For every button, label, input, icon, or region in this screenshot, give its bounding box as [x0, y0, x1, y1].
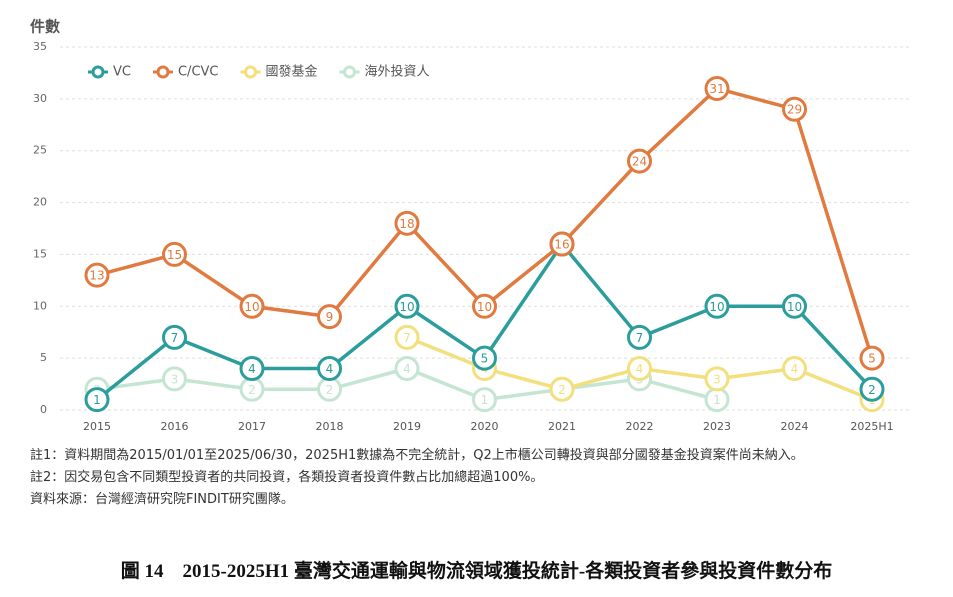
data-point [704, 293, 730, 319]
legend-label: VC [113, 65, 131, 80]
data-point [782, 293, 807, 319]
data-label: 15 [167, 248, 182, 262]
data-label: 2 [248, 383, 256, 397]
x-tick-label: 2021 [548, 420, 576, 433]
data-point [394, 356, 420, 382]
data-point [859, 376, 885, 402]
data-point [472, 345, 497, 371]
data-label: 7 [636, 331, 644, 345]
x-tick-label: 2015 [83, 420, 111, 433]
note: 註2：因交易包含不同類型投資者的共同投資，各類投資者投資件數占比加總超過100%… [30, 470, 544, 485]
data-point [394, 324, 420, 350]
x-tick-label: 2023 [703, 420, 731, 433]
y-tick-label: 20 [33, 196, 47, 209]
y-tick-label: 0 [40, 403, 47, 416]
data-label: 1 [93, 393, 101, 407]
data-label: 1 [713, 393, 721, 407]
x-tick-label: 2020 [471, 420, 499, 433]
data-point [782, 356, 807, 382]
legend-label: 國發基金 [266, 64, 318, 80]
data-point [782, 96, 807, 122]
data-point [859, 345, 885, 371]
data-point [704, 366, 730, 392]
data-label: 2 [326, 383, 334, 397]
data-point [317, 304, 342, 330]
legend-marker [91, 65, 105, 79]
data-label: 5 [481, 352, 489, 366]
x-tick-label: 2017 [238, 420, 266, 433]
y-tick-label: 5 [40, 351, 47, 364]
x-tick-label: 2024 [781, 420, 809, 433]
data-label: 5 [868, 352, 876, 366]
data-label: 4 [403, 362, 411, 376]
data-label: 2 [558, 383, 566, 397]
data-label: 4 [636, 362, 644, 376]
caption: 圖 14 2015-2025H1 臺灣交通運輸與物流領域獲投統計-各類投資者參與… [120, 561, 833, 582]
legend-marker [156, 65, 170, 79]
data-label: 4 [326, 362, 334, 376]
y-tick-label: 25 [33, 144, 47, 157]
y-tick-label: 10 [33, 299, 47, 312]
data-label: 4 [248, 362, 256, 376]
data-point [84, 387, 110, 413]
data-point [394, 293, 420, 319]
data-label: 16 [554, 238, 569, 252]
x-tick-label: 2016 [161, 420, 189, 433]
legend-marker [244, 65, 257, 79]
data-label: 24 [632, 155, 647, 169]
data-label: 29 [787, 103, 802, 117]
data-label: 10 [477, 300, 492, 314]
data-point [162, 324, 187, 350]
data-label: 3 [171, 372, 179, 386]
data-point [549, 231, 575, 257]
data-label: 9 [326, 310, 334, 324]
data-point [394, 210, 420, 236]
data-point [162, 241, 187, 267]
note: 資料來源：台灣經濟研究院FINDIT研究團隊。 [30, 492, 294, 507]
data-label: 1 [481, 393, 489, 407]
y-axis-label: 件數 [30, 18, 60, 36]
x-tick-label: 2022 [626, 420, 654, 433]
data-point [627, 356, 652, 382]
data-label: 10 [787, 300, 802, 314]
data-label: 31 [709, 82, 724, 96]
data-label: 10 [709, 300, 724, 314]
data-point [317, 356, 342, 382]
data-label: 13 [89, 269, 104, 283]
legend-label: C/CVC [178, 65, 219, 80]
data-point [627, 148, 652, 174]
data-label: 10 [399, 300, 414, 314]
data-label: 7 [171, 331, 179, 345]
data-point [549, 376, 575, 402]
data-point [472, 387, 497, 413]
x-tick-label: 2025H1 [850, 420, 893, 433]
data-label: 4 [791, 362, 799, 376]
data-point [239, 293, 265, 319]
y-tick-label: 30 [33, 92, 47, 105]
data-point [162, 366, 187, 392]
legend-label: 海外投資人 [365, 64, 430, 80]
data-label: 7 [403, 331, 411, 345]
data-point [239, 356, 265, 382]
data-label: 10 [244, 300, 259, 314]
y-tick-label: 15 [33, 247, 47, 260]
data-point [627, 324, 652, 350]
x-tick-label: 2018 [316, 420, 344, 433]
data-label: 2 [868, 383, 876, 397]
legend-marker [343, 65, 357, 79]
data-point [472, 293, 497, 319]
y-tick-label: 35 [33, 40, 47, 53]
x-tick-label: 2019 [393, 420, 421, 433]
data-point [704, 75, 730, 101]
data-label: 3 [713, 372, 721, 386]
note: 註1：資料期間為2015/01/01至2025/06/30，2025H1數據為不… [30, 448, 804, 463]
data-label: 18 [399, 217, 414, 231]
data-point [84, 262, 110, 288]
